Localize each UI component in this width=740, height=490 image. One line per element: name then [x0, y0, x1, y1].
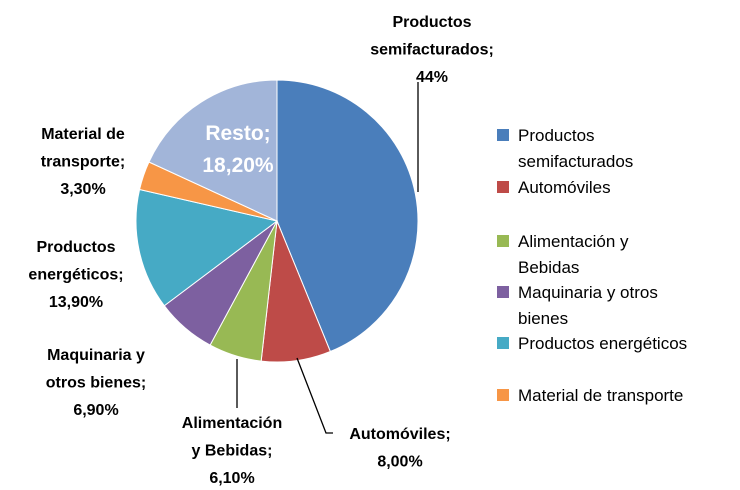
legend-label: Productos semifacturados	[518, 126, 633, 171]
leader-line	[296, 357, 333, 434]
legend-label: Maquinaria y otros bienes	[518, 283, 658, 328]
data-label: Automóviles; 8,00%	[349, 426, 450, 471]
data-label: Material de transporte; 3,30%	[41, 126, 125, 198]
pie	[135, 79, 419, 363]
legend-swatch	[497, 286, 509, 298]
pie-slice	[135, 188, 279, 307]
pie-slice	[276, 79, 419, 353]
data-label: Alimentación y Bebidas; 6,10%	[182, 415, 282, 487]
legend-swatch	[497, 181, 509, 193]
legend-swatch	[497, 389, 509, 401]
pie-slice	[148, 79, 278, 222]
legend-swatch	[497, 235, 509, 247]
data-label: Productos energéticos; 13,90%	[28, 239, 123, 311]
legend-label: Productos energéticos	[518, 334, 687, 353]
legend-swatch	[497, 129, 509, 141]
legend-label: Automóviles	[518, 178, 611, 197]
data-label: Maquinaria y otros bienes; 6,90%	[46, 347, 146, 419]
legend-label: Alimentación y Bebidas	[518, 232, 629, 277]
legend-swatch	[497, 337, 509, 349]
leader-lines	[236, 82, 419, 434]
legend-label: Material de transporte	[518, 386, 683, 405]
data-label: Resto; 18,20%	[202, 122, 274, 177]
data-label: Productos semifacturados; 44%	[370, 14, 494, 86]
